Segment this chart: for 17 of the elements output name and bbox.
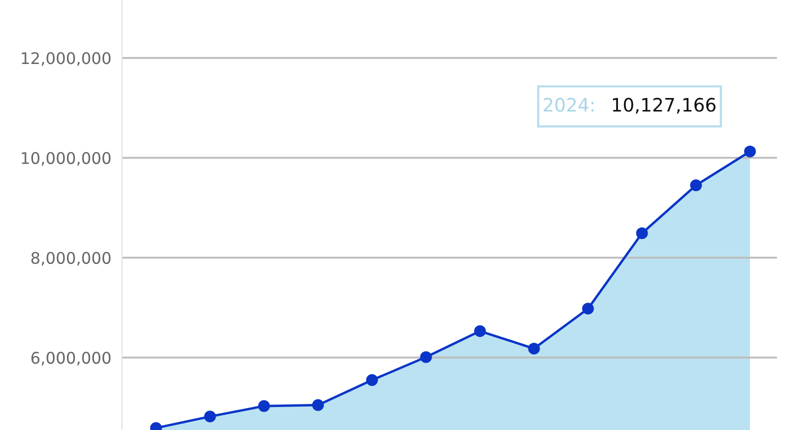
y-tick-label: 10,000,000: [22, 152, 111, 166]
point: [312, 399, 324, 411]
point: [474, 325, 486, 338]
point: [366, 374, 378, 386]
y-tick-label: 8,000,000: [31, 252, 111, 266]
y-tick-label: 12,000,000: [22, 52, 111, 66]
point: [258, 400, 270, 412]
y-tick-label: 6,000,000: [31, 352, 111, 366]
point: [582, 302, 594, 315]
point: [744, 146, 756, 158]
data-label: 10,127,166: [612, 98, 716, 114]
point: [420, 351, 432, 363]
point: [528, 342, 540, 354]
point: [690, 179, 702, 192]
point: [204, 410, 216, 422]
annotation: 2024:: [544, 98, 594, 112]
point: [636, 227, 648, 240]
